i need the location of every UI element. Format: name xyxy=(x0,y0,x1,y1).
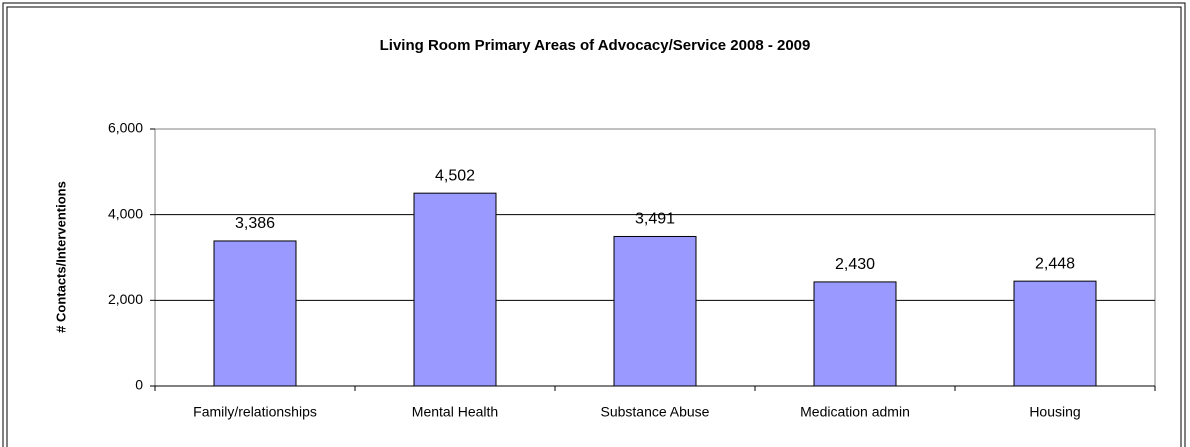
value-label: 3,386 xyxy=(235,215,275,232)
y-tick-label: 2,000 xyxy=(108,291,143,307)
value-label: 3,491 xyxy=(635,211,675,228)
bar xyxy=(613,235,697,387)
x-tick-label: Substance Abuse xyxy=(601,404,710,420)
y-tick-label: 4,000 xyxy=(108,205,143,221)
bar xyxy=(1013,280,1097,387)
value-label: 2,448 xyxy=(1035,255,1075,272)
value-label: 4,502 xyxy=(435,167,475,184)
y-axis-label: # Contacts/Interventions xyxy=(53,181,68,333)
x-tick-label: Medication admin xyxy=(800,404,910,420)
x-tick-label: Housing xyxy=(1029,404,1080,420)
x-tick-label: Family/relationships xyxy=(193,404,317,420)
chart-title: Living Room Primary Areas of Advocacy/Se… xyxy=(380,37,811,54)
y-tick-label: 0 xyxy=(135,377,143,393)
value-label: 2,430 xyxy=(835,256,875,273)
inner-frame xyxy=(6,6,1182,447)
y-tick-label: 6,000 xyxy=(108,120,143,136)
bar xyxy=(813,281,897,387)
x-tick-label: Mental Health xyxy=(412,404,498,420)
bar xyxy=(213,240,297,387)
bar xyxy=(413,192,497,387)
